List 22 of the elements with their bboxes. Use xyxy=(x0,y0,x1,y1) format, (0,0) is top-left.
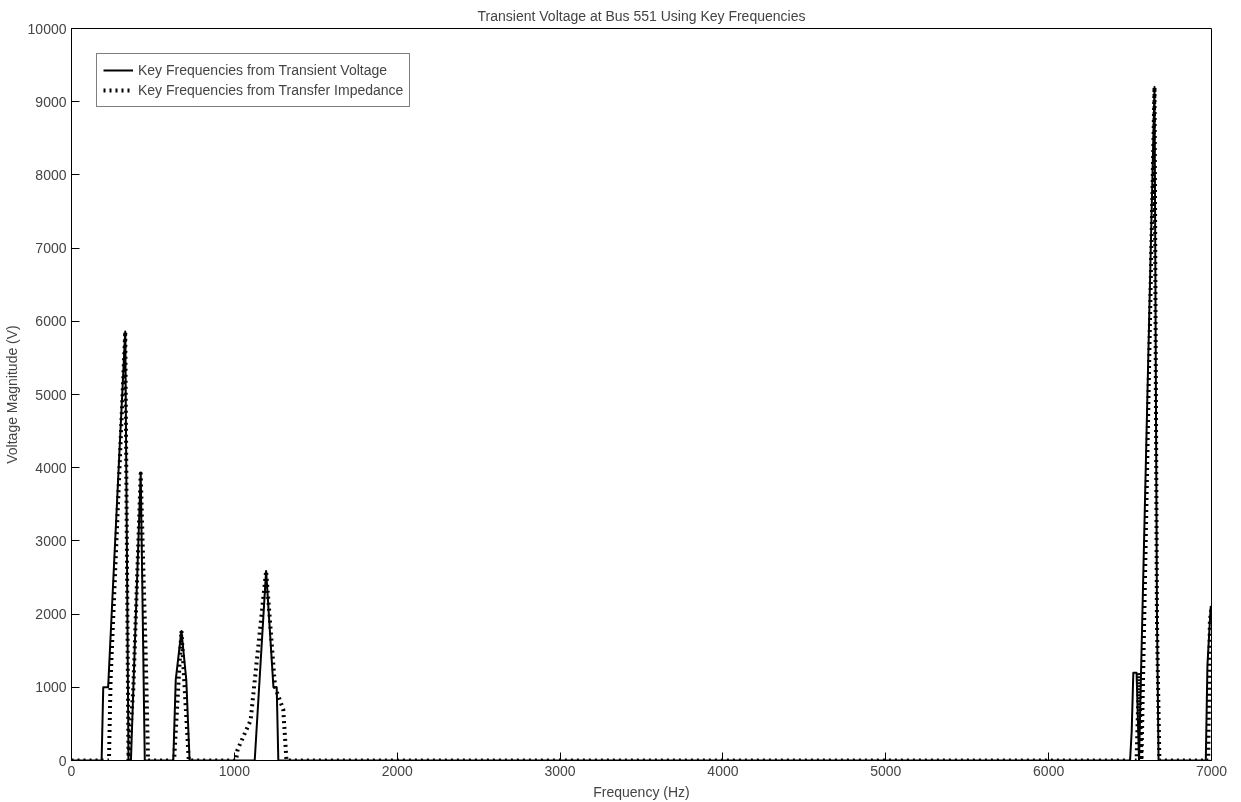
y-tick-label: 2000 xyxy=(35,606,67,623)
y-tick-label: 10000 xyxy=(27,20,67,37)
y-tick-label: 5000 xyxy=(35,386,67,403)
x-axis-title: Frequency (Hz) xyxy=(593,783,690,800)
y-axis-title: Voltage Magnitude (V) xyxy=(3,325,20,464)
legend-label: Key Frequencies from Transfer Impedance xyxy=(138,82,404,98)
y-tick-label: 6000 xyxy=(35,313,67,330)
y-tick-label: 3000 xyxy=(35,532,67,549)
y-tick-label: 8000 xyxy=(35,166,67,183)
x-tick-label: 4000 xyxy=(707,762,739,779)
y-tick-label: 9000 xyxy=(35,93,67,110)
x-tick-label: 6000 xyxy=(1033,762,1065,779)
x-tick-label: 2000 xyxy=(381,762,413,779)
chart-title: Transient Voltage at Bus 551 Using Key Frequencies xyxy=(477,7,806,24)
y-tick-label: 4000 xyxy=(35,459,67,476)
legend-label: Key Frequencies from Transient Voltage xyxy=(138,62,388,78)
x-tick-label: 5000 xyxy=(870,762,902,779)
y-tick-label: 7000 xyxy=(35,240,67,257)
y-tick-label: 1000 xyxy=(35,679,67,696)
x-tick-label: 3000 xyxy=(544,762,576,779)
x-tick-label: 7000 xyxy=(1195,762,1228,779)
x-tick-label: 1000 xyxy=(218,762,251,779)
